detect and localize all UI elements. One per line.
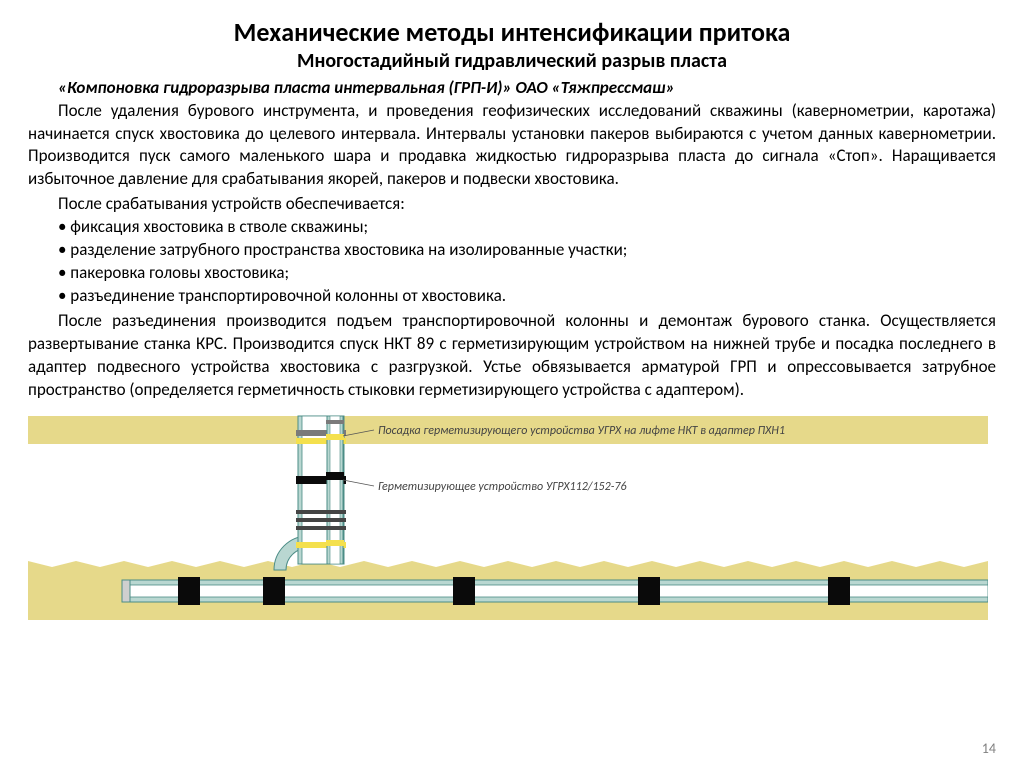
bullet-4: • разъединение транспортировочной колонн… xyxy=(28,285,996,308)
paragraph-1: После удаления бурового инструмента, и п… xyxy=(28,100,996,192)
svg-text:Герметизирующее устройство УГР: Герметизирующее устройство УГРХ112/152-7… xyxy=(378,480,627,494)
page-subtitle: Многостадийный гидравлический разрыв пла… xyxy=(28,49,996,73)
bullet-3: • пакеровка головы хвостовика; xyxy=(28,262,996,285)
bullet-1: • фиксация хвостовика в стволе скважины; xyxy=(28,216,996,239)
emphasis-line: «Компоновка гидроразрыва пласта интервал… xyxy=(28,77,996,98)
bullet-2: • разделение затрубного пространства хво… xyxy=(28,239,996,262)
paragraph-2: После срабатывания устройств обеспечивае… xyxy=(28,193,996,216)
page-number: 14 xyxy=(982,740,996,757)
well-diagram: Посадка герметизирующего устройства УГРХ… xyxy=(28,410,988,620)
paragraph-3: После разъединения производится подъем т… xyxy=(28,310,996,402)
page-title: Механические методы интенсификации прито… xyxy=(28,18,996,47)
svg-text:Посадка герметизирующего устро: Посадка герметизирующего устройства УГРХ… xyxy=(378,424,785,438)
